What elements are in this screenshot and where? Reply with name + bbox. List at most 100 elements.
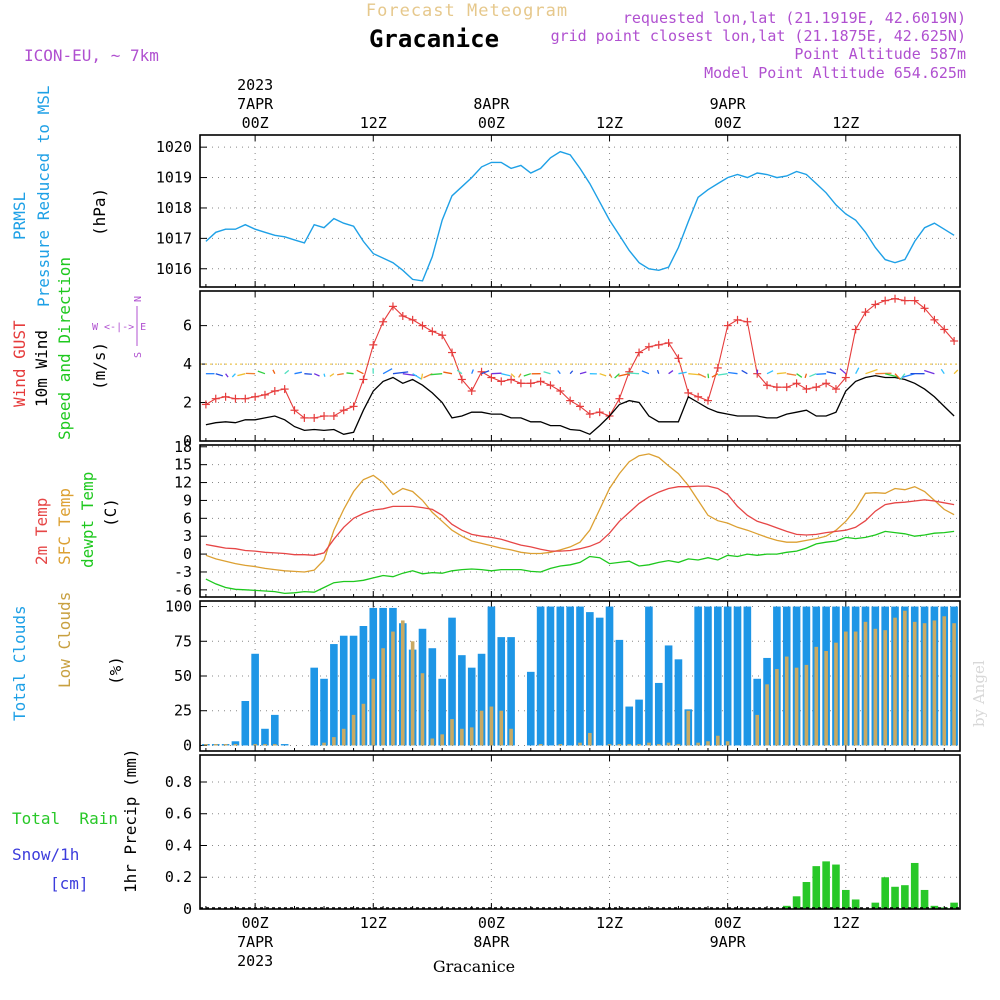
y-tick-label: 1019 (156, 169, 192, 187)
wind-direction-arrow (924, 369, 935, 375)
wind-panel: 0 2 4 6 (183, 290, 961, 450)
low-cloud-bar (627, 744, 632, 746)
y-tick-label: 4 (183, 355, 192, 373)
low-cloud-bar (853, 631, 858, 746)
low-cloud-bar (824, 651, 828, 746)
low-cloud-bar (794, 667, 799, 746)
rain-bar (910, 862, 919, 909)
point-altitude: Point Altitude 587m (794, 45, 966, 63)
wind-direction-arrow (697, 373, 707, 378)
wind-direction-arrow (796, 373, 803, 378)
low-cloud-bar (558, 744, 563, 746)
wind-direction-arrow (804, 373, 808, 379)
y-tick-label: 0.4 (165, 836, 192, 854)
low-cloud-bar (666, 742, 671, 746)
low-cloud-bar (903, 610, 907, 746)
rain-bar (802, 882, 811, 909)
wind-direction-arrow (471, 369, 474, 374)
total-cloud-bar (369, 607, 378, 746)
sfc-temp-line (205, 453, 955, 573)
wind-direction-arrow (225, 373, 229, 378)
y-tick-label: 2 (183, 394, 192, 412)
wind-direction-arrow (776, 372, 787, 375)
low-cloud-bar (460, 728, 464, 746)
wind-direction-arrow (579, 371, 587, 375)
bottom-time-label: 00Z (478, 914, 505, 932)
wind-direction-arrow (816, 373, 827, 375)
wind-direction-arrow (809, 373, 817, 378)
total-cloud-bar (487, 606, 496, 746)
low-cloud-bar (617, 744, 622, 746)
top-time-label: 12Z (596, 114, 623, 132)
low-cloud-bar (686, 710, 691, 746)
low-cloud-bar (263, 744, 267, 746)
wind-direction-arrow (885, 373, 899, 378)
wind-direction-arrow (382, 368, 393, 375)
wind-direction-arrow (902, 373, 915, 378)
total-cloud-bar (723, 606, 732, 746)
rain-bar (842, 889, 850, 909)
wind-direction-arrow (668, 370, 674, 375)
wind-direction-arrow (518, 373, 522, 378)
wind-direction-arrow (272, 369, 276, 374)
temp-2m-label: 2m Temp (32, 498, 51, 565)
total-cloud-bar (448, 617, 456, 746)
wind-direction-arrow (707, 373, 710, 379)
total-cloud-bar (595, 617, 604, 746)
low-cloud-bar (322, 742, 326, 746)
y-tick-label: 18 (174, 438, 192, 456)
bottom-time-label: 00Z (242, 914, 269, 932)
wind-direction-arrow (329, 373, 335, 377)
y-tick-label: 3 (183, 527, 192, 545)
bottom-time-label: 2023 (237, 952, 273, 970)
wind-direction-arrow (356, 369, 364, 375)
total-cloud-bar (586, 612, 594, 746)
y-tick-label: 1016 (156, 260, 192, 278)
low-cloud-bar (912, 621, 917, 746)
pressure-unit-label: (hPa) (90, 188, 109, 236)
compass-north: N (133, 296, 144, 302)
wind-direction-arrow (443, 371, 453, 375)
low-cloud-bar (863, 621, 868, 746)
low-cloud-bar (883, 630, 887, 746)
low-cloud-bar (469, 727, 474, 746)
total-cloud-bar (615, 639, 624, 746)
low-cloud-bar (361, 703, 366, 746)
wind-direction-arrow (412, 373, 422, 380)
low-cloud-bar (716, 735, 720, 746)
low-cloud-bar (223, 744, 228, 746)
wind-direction-arrow (284, 369, 290, 375)
low-cloud-bar (755, 714, 760, 746)
total-cloud-bar (320, 678, 328, 746)
model-point-altitude: Model Point Altitude 654.625m (704, 64, 966, 82)
wind-direction-arrow (614, 373, 620, 379)
wind-direction-arrow (627, 372, 640, 375)
low-cloud-bar (893, 617, 897, 746)
bottom-time-label: 12Z (360, 914, 387, 932)
clouds-panel: 0 25 50 75 100 (165, 598, 961, 754)
total-cloud-bar (428, 648, 437, 746)
bottom-time-label: 7APR (237, 933, 274, 951)
total-cloud-bar (546, 606, 555, 746)
total-cloud-bar (507, 637, 515, 746)
total-cloud-bar (625, 706, 634, 746)
low-cloud-bar (765, 684, 769, 746)
total-cloud-bar (251, 653, 259, 746)
low-cloud-bar (844, 631, 848, 746)
wind-direction-arrow (231, 373, 236, 378)
low-cloud-bar (233, 744, 238, 746)
total-cloud-bar (310, 667, 318, 746)
total-cloud-bar (694, 606, 702, 746)
low-cloud-bar (538, 744, 543, 746)
low-clouds-label: Low Clouds (55, 592, 74, 688)
y-tick-label: 75 (174, 632, 192, 650)
wind-direction-arrow (510, 373, 516, 378)
y-tick-label: 50 (174, 667, 192, 685)
low-cloud-bar (873, 628, 878, 746)
requested-location: requested lon,lat (21.1919E, 42.6019N) (623, 9, 966, 27)
rain-bar (920, 889, 929, 909)
gridpoint-location: grid point closest lon,lat (21.1875E, 42… (551, 27, 966, 45)
low-cloud-bar (400, 620, 405, 746)
low-cloud-bar (952, 623, 956, 746)
total-rain-label: Total Rain (12, 809, 118, 828)
